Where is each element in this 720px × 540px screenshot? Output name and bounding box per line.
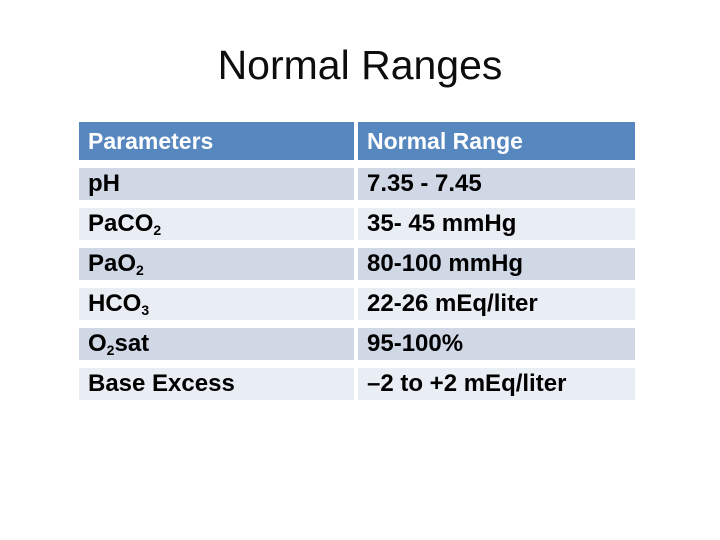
param-label: Base Excess <box>88 370 235 397</box>
param-cell-paco2: PaCO 2 <box>79 208 354 240</box>
param-label: PaO <box>88 250 137 277</box>
param-cell-base-excess: Base Excess <box>79 368 354 400</box>
param-suffix: sat <box>114 330 150 357</box>
param-label: pH <box>88 170 120 197</box>
header-parameters-label: Parameters <box>88 127 214 154</box>
param-cell-pao2: PaO 2 <box>79 248 354 280</box>
range-value: 35- 45 mmHg <box>367 210 517 237</box>
range-value: –2 to +2 mEq/liter <box>367 370 567 397</box>
range-cell-ph: 7.35 - 7.45 <box>358 168 635 200</box>
normal-ranges-table: Parameters Normal Range pH 7.35 - 7.45 P… <box>79 122 635 400</box>
range-cell-pao2: 80-100 mmHg <box>358 248 635 280</box>
header-cell-parameters: Parameters <box>79 122 354 160</box>
range-value: 7.35 - 7.45 <box>367 170 482 197</box>
param-label: O <box>88 330 107 357</box>
range-cell-paco2: 35- 45 mmHg <box>358 208 635 240</box>
param-cell-ph: pH <box>79 168 354 200</box>
param-label: PaCO <box>88 210 154 237</box>
slide-title: Normal Ranges <box>217 42 503 88</box>
param-label: HCO <box>88 290 142 317</box>
param-subscript: 3 <box>141 302 150 318</box>
range-value: 22-26 mEq/liter <box>367 290 538 317</box>
range-cell-o2sat: 95-100% <box>358 328 635 360</box>
param-subscript: 2 <box>106 342 115 358</box>
param-subscript: 2 <box>136 262 144 278</box>
header-normal-range-label: Normal Range <box>367 127 523 154</box>
param-cell-o2sat: O 2 sat <box>79 328 354 360</box>
range-cell-hco3: 22-26 mEq/liter <box>358 288 635 320</box>
param-cell-hco3: HCO 3 <box>79 288 354 320</box>
param-subscript: 2 <box>153 222 162 238</box>
header-cell-normal-range: Normal Range <box>358 122 635 160</box>
range-value: 80-100 mmHg <box>367 250 524 277</box>
range-value: 95-100% <box>367 330 464 357</box>
range-cell-base-excess: –2 to +2 mEq/liter <box>358 368 635 400</box>
